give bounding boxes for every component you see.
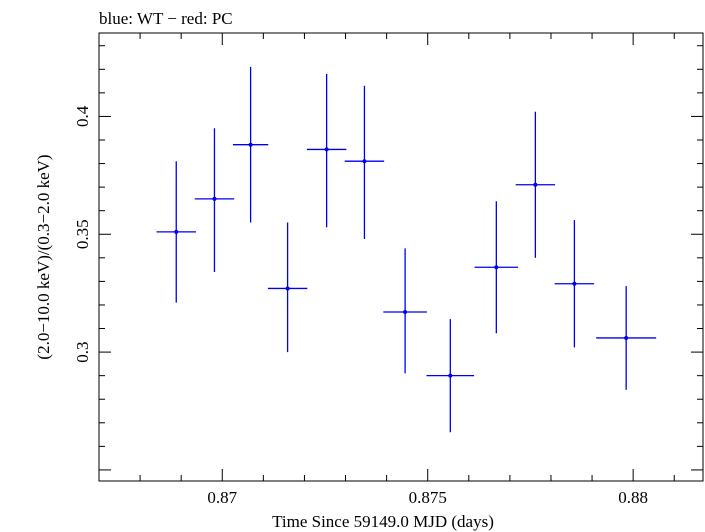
y-tick-label: 0.35 [73,219,92,249]
plot-frame [98,32,704,482]
data-point [194,128,235,272]
data-point [383,248,427,374]
data-point [306,74,347,228]
point-marker [212,196,217,201]
y-axis-label: (2.0−10.0 keV)/(0.3−2.0 keV) [34,154,53,359]
x-tick-label: 0.87 [207,488,237,507]
point-marker [448,373,453,378]
data-point [267,222,308,353]
point-marker [403,310,408,315]
y-tick-label: 0.3 [73,341,92,362]
data-point [474,201,519,334]
data-points [156,66,657,433]
point-marker [324,147,329,152]
point-marker [362,159,367,164]
data-point [232,66,269,223]
data-point [426,319,475,433]
point-marker [624,335,629,340]
data-point [596,286,657,390]
x-axis-label: Time Since 59149.0 MJD (days) [272,512,494,531]
y-tick-label: 0.4 [73,105,92,127]
data-point [554,220,595,348]
point-marker [572,281,577,286]
x-axis-ticks [98,33,675,481]
point-marker [285,286,290,291]
y-axis-tick-labels: 0.3 0.35 0.4 [73,105,92,362]
x-tick-label: 0.875 [409,488,447,507]
chart-title: blue: WT − red: PC [99,9,233,28]
x-tick-label: 0.88 [618,488,648,507]
point-marker [533,182,538,187]
y-axis-ticks [99,45,703,471]
data-point [515,111,556,258]
point-marker [174,229,179,234]
data-point [344,85,385,239]
data-point [156,161,196,303]
point-marker [494,265,499,270]
x-axis-tick-labels: 0.87 0.875 0.88 [207,488,648,507]
point-marker [248,142,253,147]
